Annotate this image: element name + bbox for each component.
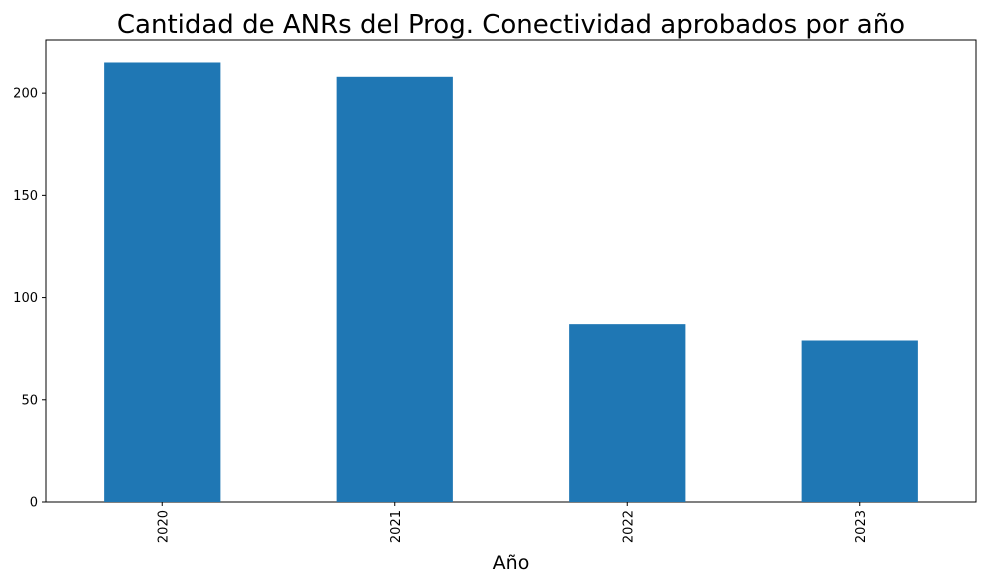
bars [104, 62, 918, 503]
y-tick-label: 150 [13, 189, 38, 204]
chart-title: Cantidad de ANRs del Prog. Conectividad … [117, 10, 905, 40]
y-tick-label: 50 [21, 393, 38, 408]
x-axis-label: Año [493, 552, 530, 574]
bar-2023 [801, 340, 918, 502]
y-axis-ticks: 0 50 100 150 200 [13, 87, 46, 511]
bar-2022 [569, 324, 686, 502]
y-tick-label: 100 [13, 291, 38, 306]
bar-2021 [336, 76, 453, 503]
x-tick-label: 2022 [621, 510, 636, 543]
bar-2020 [104, 62, 221, 503]
plot-area [45, 39, 977, 503]
y-tick-label: 200 [13, 87, 38, 102]
x-tick-label: 2021 [389, 510, 404, 543]
x-tick-label: 2023 [854, 510, 869, 543]
x-axis-ticks: 2020 2021 2022 2023 [156, 502, 869, 543]
plot-frame [45, 39, 977, 503]
x-tick-label: 2020 [156, 510, 171, 543]
y-tick-label: 0 [30, 496, 38, 511]
